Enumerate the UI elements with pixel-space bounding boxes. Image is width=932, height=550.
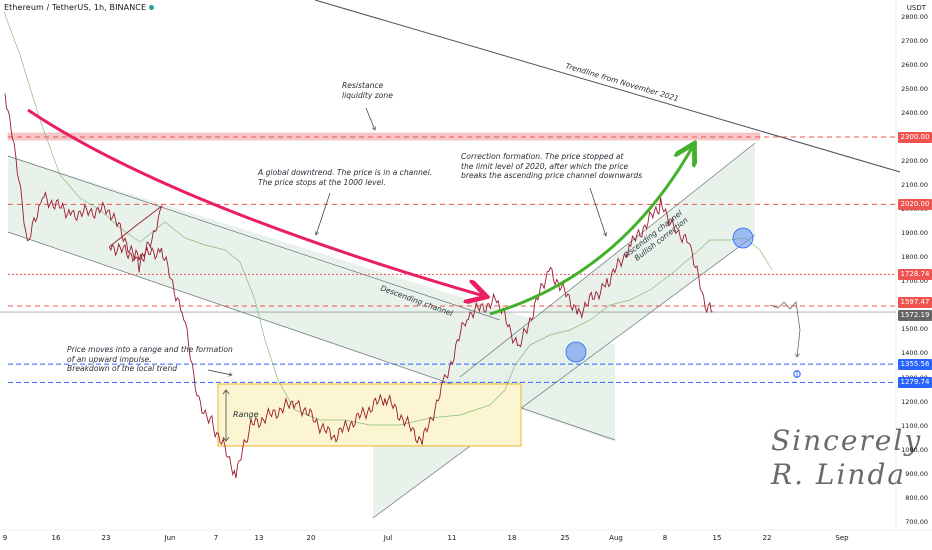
resistance-pointer: [365, 107, 375, 130]
time-axis-tick: 9: [2, 534, 8, 542]
time-axis-tick: Sep: [835, 534, 849, 542]
price-level-tag: 1597.47: [898, 297, 932, 309]
descending-channel-fill: [8, 156, 615, 442]
price-axis-tick: 1800.00: [901, 253, 928, 262]
time-axis-tick: Aug: [609, 534, 623, 542]
moving-average-line: [3, 11, 773, 426]
price-axis-tick: 2600.00: [901, 60, 928, 69]
price-axis-tick: 2400.00: [901, 108, 928, 117]
time-axis-tick: 8: [662, 534, 668, 542]
price-axis-tick: 1100.00: [901, 421, 928, 430]
time-axis-tick: 13: [254, 534, 264, 542]
uptrend-green-arrow: [489, 146, 693, 316]
price-level-tag: 1572.19: [898, 309, 932, 321]
chart-header: Ethereum / TetherUS, 1h, BINANCE: [4, 3, 155, 12]
time-axis-tick: 23: [101, 534, 111, 542]
range-label: Range: [233, 410, 259, 419]
price-axis-tick: 800.00: [905, 493, 928, 502]
breakdown-circle-jul: [565, 341, 587, 363]
signature: Sincerely R. Linda: [771, 424, 923, 491]
price-axis-tick: 700.00: [905, 517, 928, 526]
price-axis-tick: 1900.00: [901, 229, 928, 238]
price-level-tag: 1279.74: [898, 376, 932, 388]
downtrend-annotation: A global downtrend. The price is in a ch…: [258, 168, 433, 187]
time-axis-tick: 11: [447, 534, 457, 542]
price-axis-tick: 900.00: [905, 469, 928, 478]
price-level-tag: 2020.00: [898, 198, 932, 210]
currency-label: USDT: [906, 4, 926, 12]
ascending-channel-lower: [372, 234, 756, 519]
time-axis-tick: 25: [560, 534, 570, 542]
time-axis-tick: Jun: [164, 534, 176, 542]
price-axis-tick: 2800.00: [901, 12, 928, 21]
time-axis-tick: 20: [306, 534, 316, 542]
downtrend-red-arrow: [27, 108, 484, 296]
correction-annotation: Correction formation. The price stopped …: [461, 152, 643, 181]
time-axis-tick: 22: [762, 534, 772, 542]
price-line: [4, 93, 713, 479]
resistance-annotation: Resistance liquidity zone: [342, 81, 393, 100]
symbol-title: Ethereum / TetherUS, 1h, BINANCE: [4, 3, 147, 12]
price-axis-tick: 1700.00: [901, 277, 928, 286]
time-axis-tick: 7: [213, 534, 219, 542]
time-axis-tick: 16: [51, 534, 61, 542]
time-axis-tick: 15: [712, 534, 722, 542]
price-axis-tick: 2500.00: [901, 84, 928, 93]
price-axis-tick: 2100.00: [901, 181, 928, 190]
correction-pointer: [589, 187, 606, 236]
price-projection-path: [769, 301, 801, 357]
price-axis-tick: 2700.00: [901, 36, 928, 45]
market-status-dot: [149, 5, 155, 10]
price-axis-tick: 1200.00: [901, 397, 928, 406]
price-level-tag: 1355.56: [898, 358, 932, 370]
range-box: [217, 383, 522, 447]
price-axis-tick: 1000.00: [901, 445, 928, 454]
price-axis-tick: 2200.00: [901, 157, 928, 166]
price-axis-tick: 1500.00: [901, 325, 928, 334]
price-axis-tick: 1400.00: [901, 349, 928, 358]
downtrend-pointer: [316, 192, 331, 235]
breakdown-circle-aug: [732, 227, 754, 249]
time-axis-tick: Jul: [383, 534, 393, 542]
descending-channel-upper: [7, 155, 501, 321]
ascending-channel-upper: [459, 142, 756, 378]
price-level-tag: 2300.00: [898, 131, 932, 143]
trendline-nov-2021: [314, 0, 901, 173]
range-pointer: [207, 369, 232, 375]
price-level-tag: 1728.74: [898, 268, 932, 280]
time-axis-tick: 18: [507, 534, 517, 542]
range-annotation: Price moves into a range and the formati…: [67, 345, 233, 374]
trendline-label: Trendline from November 2021: [564, 61, 679, 103]
